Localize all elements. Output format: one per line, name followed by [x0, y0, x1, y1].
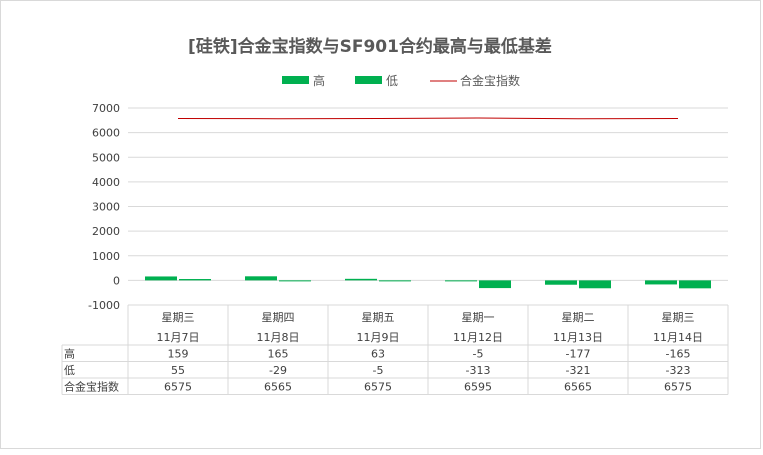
bar-low: [379, 280, 411, 282]
index-line: [177, 117, 679, 120]
data-label: -177: [566, 347, 591, 360]
y-tick-label: 7000: [92, 102, 120, 115]
data-label: 6595: [464, 380, 492, 393]
data-label: 55: [171, 364, 185, 377]
category-day-label: 星期三: [662, 311, 695, 324]
data-label: 6575: [664, 380, 692, 393]
bar-high: [545, 280, 577, 285]
y-tick-label: 3000: [92, 201, 120, 214]
data-label: -313: [466, 364, 491, 377]
category-day-label: 星期四: [262, 311, 295, 324]
bar-high: [645, 280, 677, 285]
category-date-label: 11月9日: [357, 331, 400, 344]
bar-low: [179, 279, 211, 281]
data-label: -5: [473, 347, 484, 360]
y-tick-label: 0: [113, 274, 120, 287]
category-day-label: 星期一: [462, 311, 495, 324]
bar-high: [345, 278, 377, 281]
chart-title: [硅铁]合金宝指数与SF901合约最高与最低基差: [188, 37, 552, 57]
data-label: -321: [566, 364, 591, 377]
data-label: 6575: [364, 380, 392, 393]
y-tick-label: 2000: [92, 225, 120, 238]
data-label: 63: [371, 347, 385, 360]
bar-low: [679, 280, 711, 289]
y-tick-label: 4000: [92, 176, 120, 189]
category-date-label: 11月8日: [257, 331, 300, 344]
data-label: -165: [666, 347, 691, 360]
legend-swatch: [355, 76, 382, 84]
table-row-header: 低: [64, 364, 75, 377]
bar-low: [579, 280, 611, 289]
bar-high: [445, 280, 477, 282]
y-tick-label: 1000: [92, 250, 120, 263]
legend-label: 低: [386, 74, 398, 88]
data-label: 165: [268, 347, 289, 360]
bar-high: [145, 276, 177, 281]
table-row-header: 合金宝指数: [64, 379, 119, 393]
category-date-label: 11月12日: [453, 331, 503, 344]
category-date-label: 11月13日: [553, 331, 603, 344]
y-tick-label: 6000: [92, 127, 120, 140]
bar-low: [479, 280, 511, 289]
data-label: 6565: [564, 380, 592, 393]
category-date-label: 11月7日: [157, 331, 200, 344]
bar-high: [245, 276, 277, 281]
data-label: -323: [666, 364, 691, 377]
bar-low: [279, 280, 311, 282]
data-label: 6575: [164, 380, 192, 393]
y-tick-label: -1000: [88, 299, 120, 312]
data-label: 6565: [264, 380, 292, 393]
data-label: -29: [269, 364, 287, 377]
y-tick-label: 5000: [92, 151, 120, 164]
category-day-label: 星期五: [362, 311, 395, 324]
category-date-label: 11月14日: [653, 331, 703, 344]
legend-label: 高: [313, 73, 325, 88]
legend-swatch: [282, 76, 309, 84]
data-label: -5: [373, 364, 384, 377]
category-day-label: 星期二: [562, 311, 595, 324]
table-row-header: 高: [64, 346, 75, 360]
data-label: 159: [168, 347, 189, 360]
category-day-label: 星期三: [162, 311, 195, 324]
legend-label: 合金宝指数: [460, 73, 520, 88]
